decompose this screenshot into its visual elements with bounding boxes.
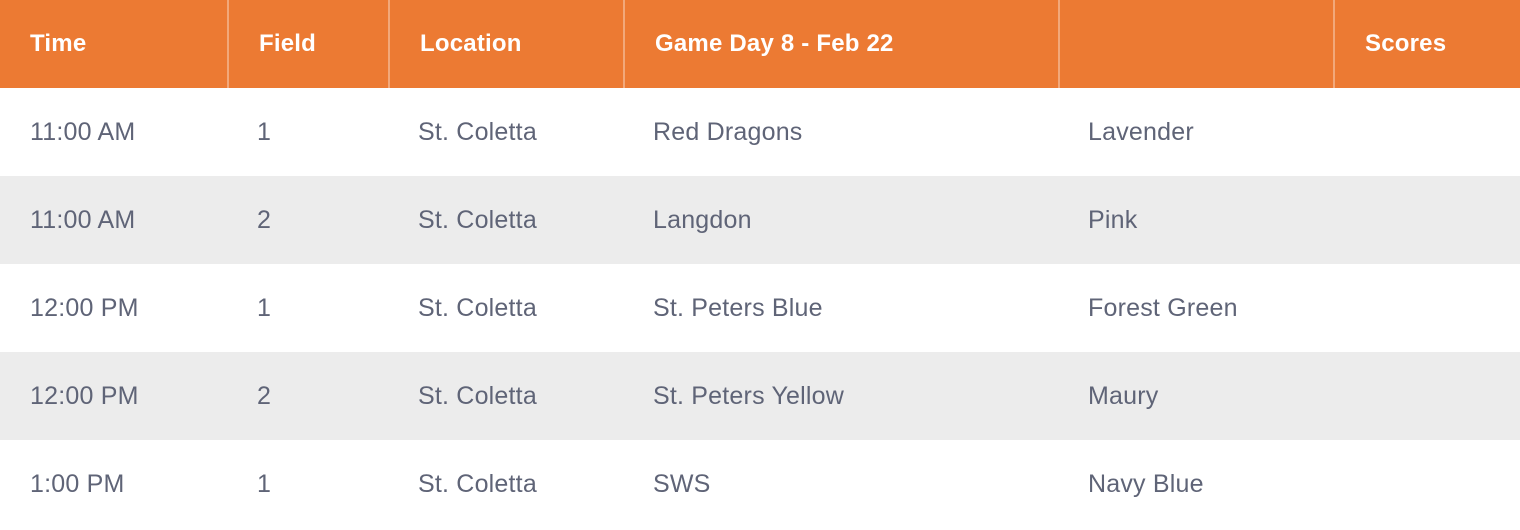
- cell-team-home: Red Dragons: [653, 117, 803, 146]
- table-row: 12:00 PM 1 St. Coletta St. Peters Blue F…: [0, 264, 1520, 352]
- column-header-scores: Scores: [1333, 0, 1520, 88]
- cell-score: [1333, 264, 1520, 352]
- cell-score: [1333, 440, 1520, 528]
- cell-score: [1333, 88, 1520, 176]
- cell-time: 12:00 PM: [30, 381, 139, 410]
- table-header-row: Time Field Location Game Day 8 - Feb 22 …: [0, 0, 1520, 88]
- cell-location: St. Coletta: [418, 381, 537, 410]
- cell-time: 11:00 AM: [30, 117, 136, 146]
- cell-field: 2: [257, 205, 272, 234]
- cell-location: St. Coletta: [418, 205, 537, 234]
- column-header-time: Time: [30, 30, 87, 57]
- cell-team-home: St. Peters Blue: [653, 293, 823, 322]
- column-header-opponent: [1058, 0, 1333, 88]
- cell-team-home: St. Peters Yellow: [653, 381, 845, 410]
- cell-field: 1: [257, 469, 272, 498]
- cell-field: 1: [257, 117, 272, 146]
- cell-field: 1: [257, 293, 272, 322]
- cell-field: 2: [257, 381, 272, 410]
- cell-time: 1:00 PM: [30, 469, 125, 498]
- cell-team-home: SWS: [653, 469, 711, 498]
- column-header-game-day: Game Day 8 - Feb 22: [623, 0, 1058, 88]
- cell-team-away: Forest Green: [1088, 293, 1238, 322]
- table-row: 11:00 AM 2 St. Coletta Langdon Pink: [0, 176, 1520, 264]
- table-row: 11:00 AM 1 St. Coletta Red Dragons Laven…: [0, 88, 1520, 176]
- cell-team-away: Maury: [1088, 381, 1159, 410]
- cell-score: [1333, 352, 1520, 440]
- cell-location: St. Coletta: [418, 117, 537, 146]
- table-row: 12:00 PM 2 St. Coletta St. Peters Yellow…: [0, 352, 1520, 440]
- cell-team-away: Lavender: [1088, 117, 1194, 146]
- cell-team-away: Navy Blue: [1088, 469, 1204, 498]
- cell-location: St. Coletta: [418, 293, 537, 322]
- cell-score: [1333, 176, 1520, 264]
- column-header-field: Field: [227, 0, 388, 88]
- column-header-location: Location: [388, 0, 623, 88]
- cell-time: 12:00 PM: [30, 293, 139, 322]
- cell-time: 11:00 AM: [30, 205, 136, 234]
- cell-team-home: Langdon: [653, 205, 752, 234]
- cell-location: St. Coletta: [418, 469, 537, 498]
- table-row: 1:00 PM 1 St. Coletta SWS Navy Blue: [0, 440, 1520, 528]
- cell-team-away: Pink: [1088, 205, 1138, 234]
